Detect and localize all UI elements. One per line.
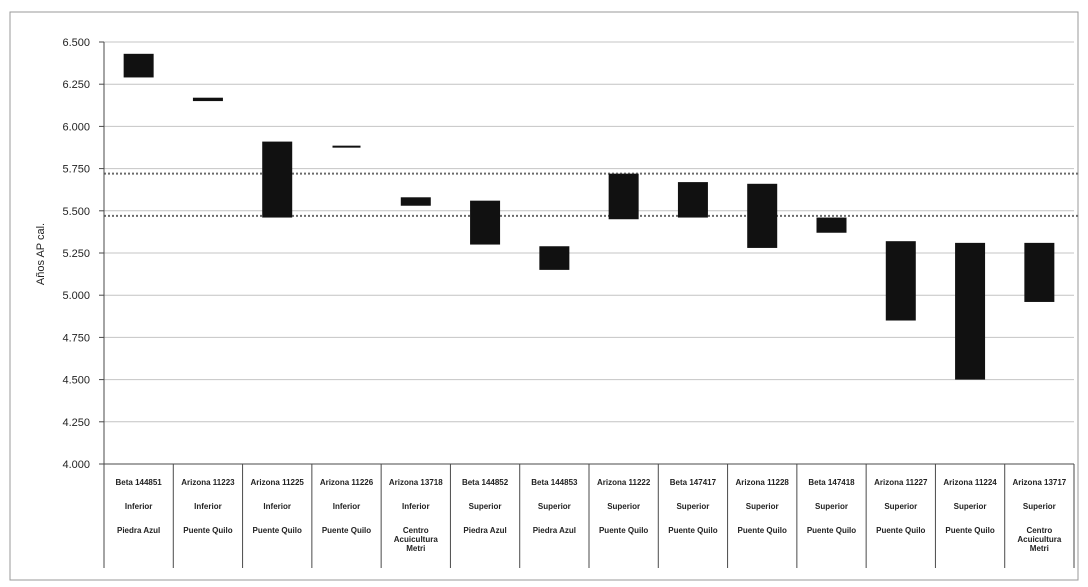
category-site-label: Puente Quilo xyxy=(599,526,648,535)
category-sample-label: Arizona 11224 xyxy=(943,478,997,487)
category-level-label: Superior xyxy=(954,502,987,511)
y-tick-label: 5.500 xyxy=(62,206,90,218)
category-level-label: Inferior xyxy=(333,502,361,511)
range-bar xyxy=(123,53,154,78)
range-bar xyxy=(885,241,916,321)
category-site-label: Puente Quilo xyxy=(807,526,856,535)
category-site-line: Centro xyxy=(403,526,429,535)
y-tick-label: 5.750 xyxy=(62,164,90,176)
range-bar xyxy=(192,97,223,102)
category-sample-label: Arizona 13718 xyxy=(389,478,443,487)
y-tick-label: 5.000 xyxy=(62,290,90,302)
category-site-label: Puente Quilo xyxy=(876,526,925,535)
category-site-line: Metri xyxy=(1030,544,1049,553)
category-site-line: Metri xyxy=(406,544,425,553)
y-tick-label: 6.500 xyxy=(62,37,90,49)
category-level-label: Inferior xyxy=(125,502,153,511)
category-sample-label: Arizona 11226 xyxy=(320,478,374,487)
y-tick-label: 4.250 xyxy=(62,417,90,429)
range-bar xyxy=(747,183,778,248)
category-sample-label: Beta 144852 xyxy=(462,478,509,487)
category-level-label: Inferior xyxy=(263,502,291,511)
category-level-label: Superior xyxy=(676,502,709,511)
category-sample-label: Arizona 11225 xyxy=(251,478,305,487)
y-axis-label: Años AP cal. xyxy=(35,223,47,285)
range-bar xyxy=(400,197,431,206)
category-sample-label: Beta 144853 xyxy=(531,478,578,487)
category-sample-label: Beta 144851 xyxy=(116,478,163,487)
range-bar xyxy=(608,173,639,220)
category-site-label: Piedra Azul xyxy=(463,526,506,535)
category-site-label: Puente Quilo xyxy=(738,526,787,535)
y-tick-label: 6.250 xyxy=(62,79,90,91)
category-level-label: Superior xyxy=(746,502,779,511)
y-tick-label: 4.750 xyxy=(62,332,90,344)
y-tick-label: 4.500 xyxy=(62,375,90,387)
chart-frame xyxy=(9,11,1079,581)
axes-layer xyxy=(103,42,1075,568)
category-site-line: Acuicultura xyxy=(1017,535,1062,544)
category-site-label: Puente Quilo xyxy=(668,526,717,535)
range-bar xyxy=(539,246,570,270)
y-tick-label: 5.250 xyxy=(62,248,90,260)
category-level-label: Inferior xyxy=(402,502,430,511)
category-level-label: Superior xyxy=(469,502,502,511)
category-site-label: Puente Quilo xyxy=(253,526,302,535)
category-site-label: Centro Acuicultura Metri xyxy=(394,526,439,553)
category-site-label: Centro Acuicultura Metri xyxy=(1017,526,1062,553)
category-sample-label: Arizona 11227 xyxy=(874,478,928,487)
category-site-line: Acuicultura xyxy=(394,535,439,544)
category-sample-label: Arizona 11228 xyxy=(736,478,790,487)
y-tick-label: 4.000 xyxy=(62,459,90,471)
category-sample-label: Beta 147418 xyxy=(808,478,855,487)
category-sample-label: Arizona 11223 xyxy=(181,478,235,487)
category-labels: Beta 144851 Inferior Piedra Azul Arizona 11… xyxy=(116,478,1067,553)
category-site-label: Piedra Azul xyxy=(533,526,576,535)
range-bar xyxy=(332,145,361,148)
category-site-label: Puente Quilo xyxy=(945,526,994,535)
category-level-label: Superior xyxy=(884,502,917,511)
category-site-label: Puente Quilo xyxy=(183,526,232,535)
range-bar xyxy=(677,182,708,218)
category-site-label: Piedra Azul xyxy=(117,526,160,535)
range-bar xyxy=(470,200,501,245)
category-level-label: Superior xyxy=(538,502,571,511)
category-sample-label: Arizona 11222 xyxy=(597,478,651,487)
category-site-label: Puente Quilo xyxy=(322,526,371,535)
category-site-line: Centro xyxy=(1026,526,1052,535)
y-tick-label: 6.000 xyxy=(62,121,90,133)
range-bar xyxy=(955,242,986,380)
category-sample-label: Beta 147417 xyxy=(670,478,717,487)
category-level-label: Superior xyxy=(1023,502,1056,511)
category-level-label: Superior xyxy=(815,502,848,511)
range-bar xyxy=(1024,242,1055,302)
y-tick-labels: 6.500 6.250 6.000 5.750 5.500 5.250 5.000 4.750… xyxy=(62,37,104,471)
category-sample-label: Arizona 13717 xyxy=(1012,478,1066,487)
range-bar xyxy=(262,141,293,218)
bars-layer xyxy=(123,53,1055,380)
range-bar xyxy=(816,217,847,233)
category-level-label: Superior xyxy=(607,502,640,511)
category-level-label: Inferior xyxy=(194,502,222,511)
